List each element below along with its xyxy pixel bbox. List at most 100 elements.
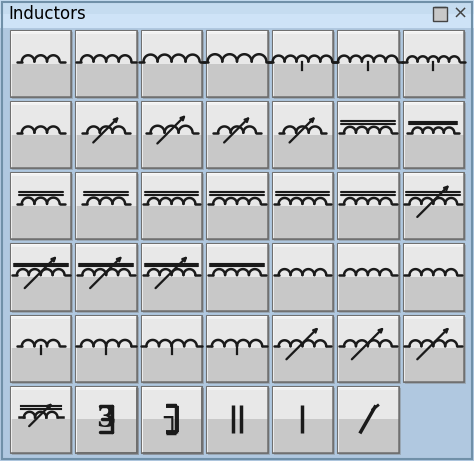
Bar — [337, 101, 399, 168]
Bar — [10, 315, 72, 348]
Bar — [143, 317, 204, 384]
Bar — [206, 243, 268, 277]
Bar — [403, 172, 463, 177]
Bar — [75, 101, 137, 168]
Bar — [337, 101, 399, 135]
Bar — [272, 172, 333, 240]
Bar — [339, 246, 401, 313]
Bar — [206, 386, 268, 453]
Bar — [10, 30, 72, 97]
Bar — [77, 388, 139, 455]
Bar — [273, 103, 335, 170]
Bar — [207, 315, 267, 319]
Bar — [77, 388, 139, 455]
Bar — [403, 315, 463, 319]
Bar — [75, 30, 137, 97]
Bar — [10, 243, 72, 311]
Bar — [77, 317, 139, 384]
Text: Inductors: Inductors — [8, 5, 86, 23]
Bar — [403, 30, 463, 34]
Bar — [402, 315, 464, 348]
Bar — [143, 388, 204, 455]
Bar — [402, 172, 464, 206]
Bar — [337, 172, 399, 206]
Bar — [337, 386, 399, 420]
Bar — [337, 172, 399, 240]
Bar — [11, 386, 71, 390]
Bar — [405, 317, 466, 384]
Bar — [10, 101, 72, 135]
Bar — [75, 386, 137, 453]
Bar — [141, 101, 202, 168]
Bar — [206, 386, 268, 453]
Bar — [337, 243, 399, 277]
Bar — [338, 243, 398, 248]
Bar — [272, 243, 333, 311]
Bar — [339, 103, 401, 170]
Bar — [405, 246, 466, 313]
Bar — [339, 32, 401, 99]
Bar — [337, 315, 399, 382]
Bar — [141, 172, 202, 240]
Bar — [337, 30, 399, 97]
Bar — [402, 243, 464, 277]
Bar — [10, 101, 72, 168]
Bar — [272, 172, 333, 206]
Bar — [142, 243, 201, 248]
Bar — [272, 243, 333, 277]
Bar — [206, 386, 268, 420]
Bar — [272, 30, 333, 97]
Bar — [75, 386, 137, 420]
Bar — [141, 172, 202, 206]
Bar — [206, 101, 268, 168]
Bar — [208, 317, 270, 384]
Bar — [141, 315, 202, 382]
Bar — [141, 30, 202, 97]
Bar — [142, 386, 201, 390]
Bar — [208, 246, 270, 313]
Bar — [143, 246, 204, 313]
Bar — [273, 386, 332, 390]
Bar — [206, 172, 268, 240]
Bar — [337, 101, 399, 168]
Bar — [75, 315, 137, 382]
Bar — [11, 172, 71, 177]
Bar — [141, 30, 202, 64]
Bar — [337, 386, 399, 453]
Bar — [272, 386, 333, 453]
Bar — [75, 101, 137, 135]
Bar — [75, 243, 137, 311]
Bar — [141, 315, 202, 348]
Bar — [141, 386, 202, 453]
Bar — [402, 172, 464, 240]
Bar — [141, 172, 202, 240]
Bar — [208, 32, 270, 99]
Bar — [75, 386, 137, 420]
Bar — [206, 243, 268, 311]
Bar — [142, 101, 201, 105]
Bar — [11, 101, 71, 105]
Bar — [206, 172, 268, 206]
Bar — [75, 30, 137, 97]
Bar — [10, 30, 72, 64]
Bar — [339, 388, 401, 455]
Bar — [206, 30, 268, 97]
Bar — [11, 315, 71, 319]
Bar — [207, 101, 267, 105]
Bar — [142, 315, 201, 319]
Bar — [405, 174, 466, 242]
Bar — [272, 386, 333, 420]
Bar — [10, 101, 72, 168]
Bar — [273, 101, 332, 105]
Bar — [402, 101, 464, 168]
Bar — [206, 243, 268, 311]
Bar — [206, 315, 268, 348]
Bar — [337, 243, 399, 311]
Bar — [402, 315, 464, 382]
Bar — [273, 315, 332, 319]
Bar — [141, 315, 202, 382]
Bar — [405, 32, 466, 99]
Bar — [272, 315, 333, 382]
Bar — [0, 0, 474, 28]
Bar — [76, 30, 136, 34]
